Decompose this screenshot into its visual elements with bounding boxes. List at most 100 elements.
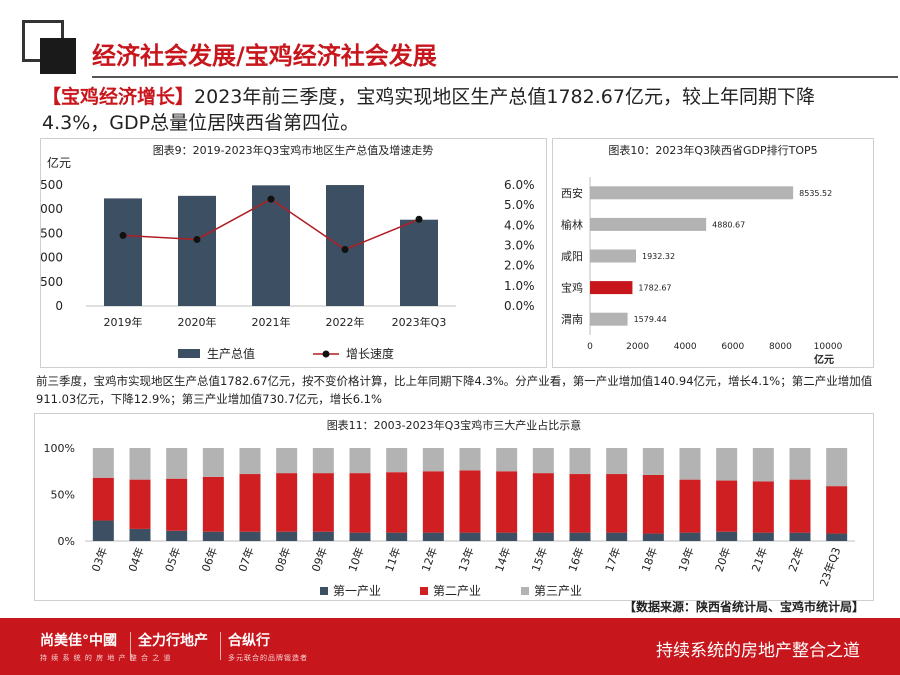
header-square-icon xyxy=(22,20,78,76)
y2-tick-label: 5.0% xyxy=(504,198,535,212)
tertiary-industry-segment xyxy=(166,448,188,479)
x-tick-label: 21年 xyxy=(748,545,770,573)
x-tick-label: 2019年 xyxy=(104,315,143,329)
gdp-bar xyxy=(400,219,438,306)
data-source: 【数据来源：陕西省统计局、宝鸡市统计局】 xyxy=(623,600,864,614)
legend-label-growth: 增长速度 xyxy=(346,346,394,361)
x-tick-label: 20年 xyxy=(712,545,734,573)
tertiary-industry-segment xyxy=(606,448,628,475)
secondary-industry-segment xyxy=(569,474,591,533)
y2-tick-label: 1.0% xyxy=(504,279,535,293)
y2-tick-label: 0.0% xyxy=(504,299,535,313)
x-tick-label: 04年 xyxy=(125,545,147,573)
gdp-bar xyxy=(178,195,216,306)
category-label: 西安 xyxy=(561,186,583,200)
footer-separator xyxy=(130,632,131,660)
primary-industry-segment xyxy=(679,532,701,541)
tertiary-industry-segment xyxy=(422,448,444,472)
province-ranking-chart: 图表10：2023年Q3陕西省GDP排行TOP5 西安 8535.52 榆林 4880.… xyxy=(561,143,843,366)
x-tick-label: 22年 xyxy=(785,545,807,573)
x-tick-label: 10年 xyxy=(345,545,367,573)
primary-industry-segment xyxy=(716,531,738,541)
secondary-industry-segment xyxy=(422,471,444,533)
x-tick-label: 2000 xyxy=(626,342,649,352)
secondary-industry-segment xyxy=(349,473,371,533)
footer-logo-shangmeijia-sub: 持 续 系 统 的 房 地 产 整 合 之 道 xyxy=(40,654,172,662)
x-tick-label: 13年 xyxy=(455,545,477,573)
primary-industry-segment xyxy=(349,532,371,541)
primary-industry-segment xyxy=(569,532,591,541)
x-tick-label: 08年 xyxy=(272,545,294,573)
primary-industry-segment xyxy=(532,532,554,541)
intro-paragraph: 【宝鸡经济增长】2023年前三季度，宝鸡实现地区生产总值1782.67亿元，较上… xyxy=(42,84,882,136)
tertiary-industry-segment xyxy=(716,448,738,481)
ranking-bar xyxy=(590,249,636,263)
y-tick-label: 1000 xyxy=(41,251,63,265)
footer-slogan: 持续系统的房地产整合之道 xyxy=(656,641,860,661)
tertiary-industry-segment xyxy=(239,448,261,475)
primary-industry-segment xyxy=(92,520,114,541)
legend-label: 第二产业 xyxy=(433,584,481,598)
primary-industry-segment xyxy=(642,533,664,541)
secondary-industry-segment xyxy=(789,479,811,533)
x-tick-label: 05年 xyxy=(162,545,184,573)
secondary-industry-segment xyxy=(716,480,738,532)
y-tick-label: 0 xyxy=(55,299,63,313)
primary-industry-segment xyxy=(789,532,811,541)
x-tick-label: 14年 xyxy=(492,545,514,573)
legend-swatch-gdp xyxy=(178,349,200,358)
footer-separator xyxy=(220,632,221,660)
growth-point xyxy=(267,195,275,203)
y-tick-label: 1500 xyxy=(41,226,63,240)
footer-logo-quanlixing: 全力行地产 xyxy=(138,633,208,649)
secondary-industry-segment xyxy=(129,479,151,529)
secondary-industry-segment xyxy=(679,479,701,533)
x-tick-label: 19年 xyxy=(675,545,697,573)
category-label: 榆林 xyxy=(561,217,583,231)
x-tick-label: 10000 xyxy=(814,342,843,352)
tertiary-industry-segment xyxy=(459,448,481,471)
tertiary-industry-segment xyxy=(679,448,701,480)
tertiary-industry-segment xyxy=(386,448,408,473)
tertiary-industry-segment xyxy=(312,448,334,474)
ranking-bar xyxy=(590,217,707,231)
secondary-industry-segment xyxy=(202,476,224,532)
industry-note: 前三季度，宝鸡市实现地区生产总值1782.67亿元，按不变价格计算，比上年同期下… xyxy=(36,374,873,406)
x-tick-label: 18年 xyxy=(638,545,660,573)
x-tick-label: 15年 xyxy=(528,545,550,573)
gdp-bar xyxy=(326,185,364,306)
data-label: 8535.52 xyxy=(799,189,832,198)
ranking-bar xyxy=(590,281,633,295)
primary-industry-segment xyxy=(129,528,151,541)
x-tick-label: 09年 xyxy=(308,545,330,573)
secondary-industry-segment xyxy=(532,473,554,533)
legend-swatch xyxy=(521,587,529,595)
category-label: 咸阳 xyxy=(561,250,583,263)
legend-marker-growth xyxy=(322,350,330,358)
primary-industry-segment xyxy=(312,531,334,541)
industry-structure-chart-box: 图表11：2003-2023年Q3宝鸡市三大产业占比示意 0% 50% 100% 03年… xyxy=(34,413,874,601)
y-tick-label: 2000 xyxy=(41,202,63,216)
tertiary-industry-segment xyxy=(642,448,664,475)
x-tick-label: 2022年 xyxy=(326,315,365,329)
secondary-industry-segment xyxy=(92,477,114,521)
y2-tick-label: 3.0% xyxy=(504,239,535,253)
secondary-industry-segment xyxy=(312,473,334,532)
x-tick-label: 0 xyxy=(587,342,593,352)
secondary-industry-segment xyxy=(276,473,298,532)
legend-swatch xyxy=(320,587,328,595)
data-label: 1579.44 xyxy=(634,315,667,324)
data-label: 4880.67 xyxy=(712,220,745,229)
primary-industry-segment xyxy=(239,531,261,541)
secondary-industry-segment xyxy=(239,474,261,532)
tertiary-industry-segment xyxy=(752,448,774,482)
chart-title: 图表11：2003-2023年Q3宝鸡市三大产业占比示意 xyxy=(327,418,582,432)
legend-swatch xyxy=(420,587,428,595)
x-tick-label: 06年 xyxy=(198,545,220,573)
category-label: 渭南 xyxy=(561,313,583,326)
title-divider xyxy=(92,76,898,78)
primary-industry-segment xyxy=(496,532,518,541)
footer-logo-hezongxing-sub: 多元联合的品牌锻造者 xyxy=(228,654,308,662)
